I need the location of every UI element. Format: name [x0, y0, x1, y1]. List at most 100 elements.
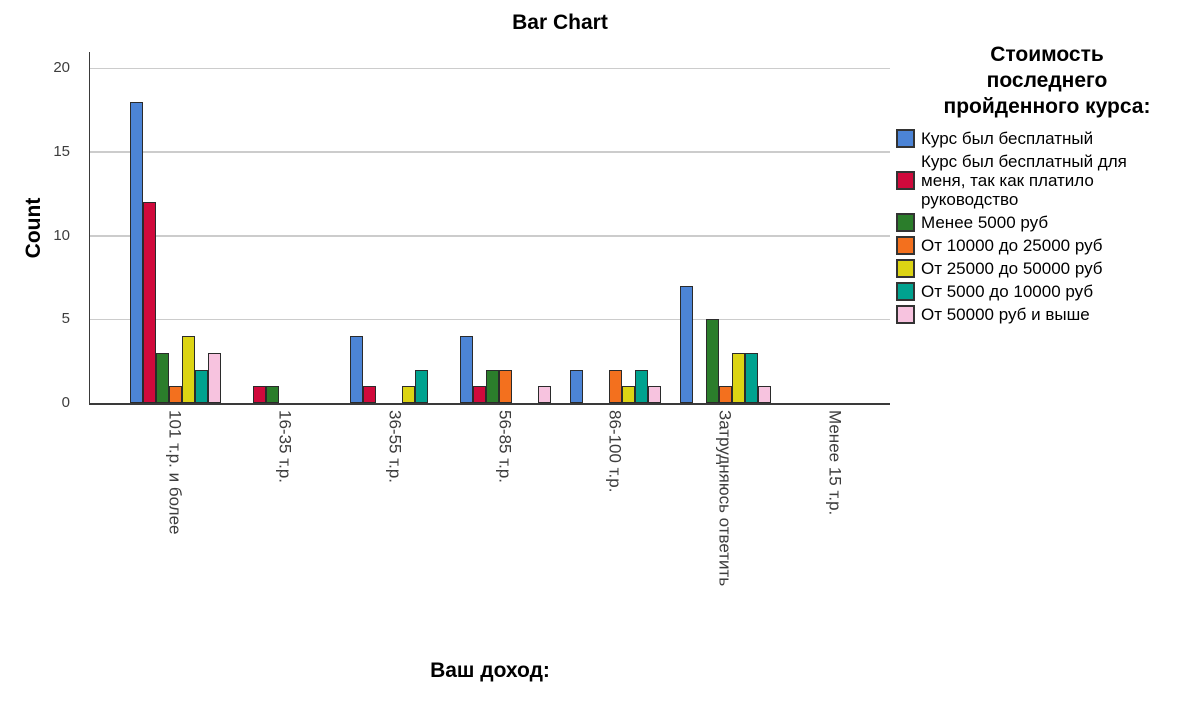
legend-label: От 25000 до 50000 руб — [921, 259, 1103, 278]
plot-area — [88, 52, 890, 405]
bar-slot — [608, 369, 622, 403]
bar — [414, 369, 428, 403]
y-tick-label: 5 — [61, 310, 70, 328]
bar — [537, 386, 551, 403]
x-tick-cell: 86-100 т.р. — [560, 410, 670, 586]
legend-entry: Менее 5000 руб — [896, 213, 1198, 232]
x-tick-label: Затрудняюсь ответить — [715, 410, 735, 587]
bar-slot — [569, 369, 583, 403]
gridline-15 — [90, 151, 890, 153]
bar — [647, 386, 661, 403]
bar — [569, 369, 583, 403]
x-tick-cell: 56-85 т.р. — [450, 410, 560, 586]
category-cluster — [780, 52, 890, 403]
category-cluster — [560, 52, 670, 403]
bar-slot — [744, 352, 758, 403]
bar — [459, 336, 473, 403]
x-tick-label: Менее 15 т.р. — [825, 410, 845, 516]
bar-slot — [647, 386, 661, 403]
chart-title: Bar Chart — [512, 11, 608, 34]
bar-clusters — [120, 52, 890, 403]
category-cluster — [230, 52, 340, 403]
category-cluster — [120, 52, 230, 403]
bar-slot — [155, 352, 169, 403]
bar-slot — [537, 386, 551, 403]
bar-slot — [362, 386, 376, 403]
bar-slot — [731, 352, 745, 403]
bar — [485, 369, 499, 403]
legend-swatch — [896, 305, 915, 324]
category-cluster — [450, 52, 560, 403]
bar — [472, 386, 486, 403]
legend-label: Курс был бесплатный — [921, 129, 1094, 148]
legend-swatch — [896, 236, 915, 255]
bar-slot — [168, 386, 182, 403]
legend-entry: Курс был бесплатный для меня, так как пл… — [896, 152, 1198, 209]
bar — [168, 386, 182, 403]
gridline-10 — [90, 235, 890, 237]
legend-entry: От 50000 руб и выше — [896, 305, 1198, 324]
bar-slot — [401, 386, 415, 403]
x-axis-tick-labels: 101 т.р. и более 16-35 т.р. 36-55 т.р. 56-8… — [120, 410, 890, 586]
bar-slot — [498, 369, 512, 403]
bar-slot — [349, 336, 363, 403]
bar — [679, 285, 693, 403]
x-axis-line — [88, 403, 890, 405]
bar-slot — [265, 386, 279, 403]
legend: Стоимость последнего пройденного курса: … — [896, 42, 1198, 324]
y-tick-label: 10 — [53, 226, 70, 244]
bar — [705, 319, 719, 403]
gridline-5 — [90, 318, 890, 321]
bar — [757, 386, 771, 403]
bar-slot — [207, 352, 221, 403]
bar — [401, 386, 415, 403]
bar-slot — [621, 386, 635, 403]
legend-swatch — [896, 282, 915, 301]
bar-slot — [705, 319, 719, 403]
legend-swatch — [896, 213, 915, 232]
category-cluster — [670, 52, 780, 403]
x-tick-label: 101 т.р. и более — [165, 410, 185, 535]
x-tick-cell: 16-35 т.р. — [230, 410, 340, 586]
legend-swatch — [896, 129, 915, 148]
bar-slot — [252, 386, 266, 403]
bar — [621, 386, 635, 403]
x-tick-label: 86-100 т.р. — [605, 410, 625, 493]
bar — [608, 369, 622, 403]
bar — [252, 386, 266, 403]
bar-slot — [414, 369, 428, 403]
legend-entry: От 5000 до 10000 руб — [896, 282, 1198, 301]
bar — [731, 352, 745, 403]
bar — [349, 336, 363, 403]
legend-label: Менее 5000 руб — [921, 213, 1049, 232]
bar — [181, 336, 195, 403]
bar — [142, 202, 156, 403]
bar — [498, 369, 512, 403]
legend-entries: Курс был бесплатный Курс был бесплатный д… — [896, 129, 1198, 324]
legend-swatch — [896, 259, 915, 278]
bar — [362, 386, 376, 403]
bar — [207, 352, 221, 403]
legend-label: От 5000 до 10000 руб — [921, 282, 1094, 301]
legend-label: От 10000 до 25000 руб — [921, 236, 1103, 255]
bar-slot — [472, 386, 486, 403]
legend-title: Стоимость последнего пройденного курса: — [943, 43, 1151, 118]
x-tick-label: 16-35 т.р. — [275, 410, 295, 484]
x-tick-cell: Затрудняюсь ответить — [670, 410, 780, 586]
bar — [744, 352, 758, 403]
legend-swatch — [896, 171, 915, 190]
x-tick-cell: 101 т.р. и более — [120, 410, 230, 586]
bar — [718, 386, 732, 403]
bar-slot — [142, 202, 156, 403]
bar-slot — [459, 336, 473, 403]
legend-entry: От 25000 до 50000 руб — [896, 259, 1198, 278]
y-tick-label: 20 — [53, 59, 70, 76]
legend-label: От 50000 руб и выше — [921, 305, 1090, 324]
bar-slot — [679, 285, 693, 403]
y-axis-line — [88, 52, 90, 403]
bar-slot — [194, 369, 208, 403]
bar — [265, 386, 279, 403]
y-tick-label: 0 — [61, 394, 70, 411]
legend-entry: От 10000 до 25000 руб — [896, 236, 1198, 255]
